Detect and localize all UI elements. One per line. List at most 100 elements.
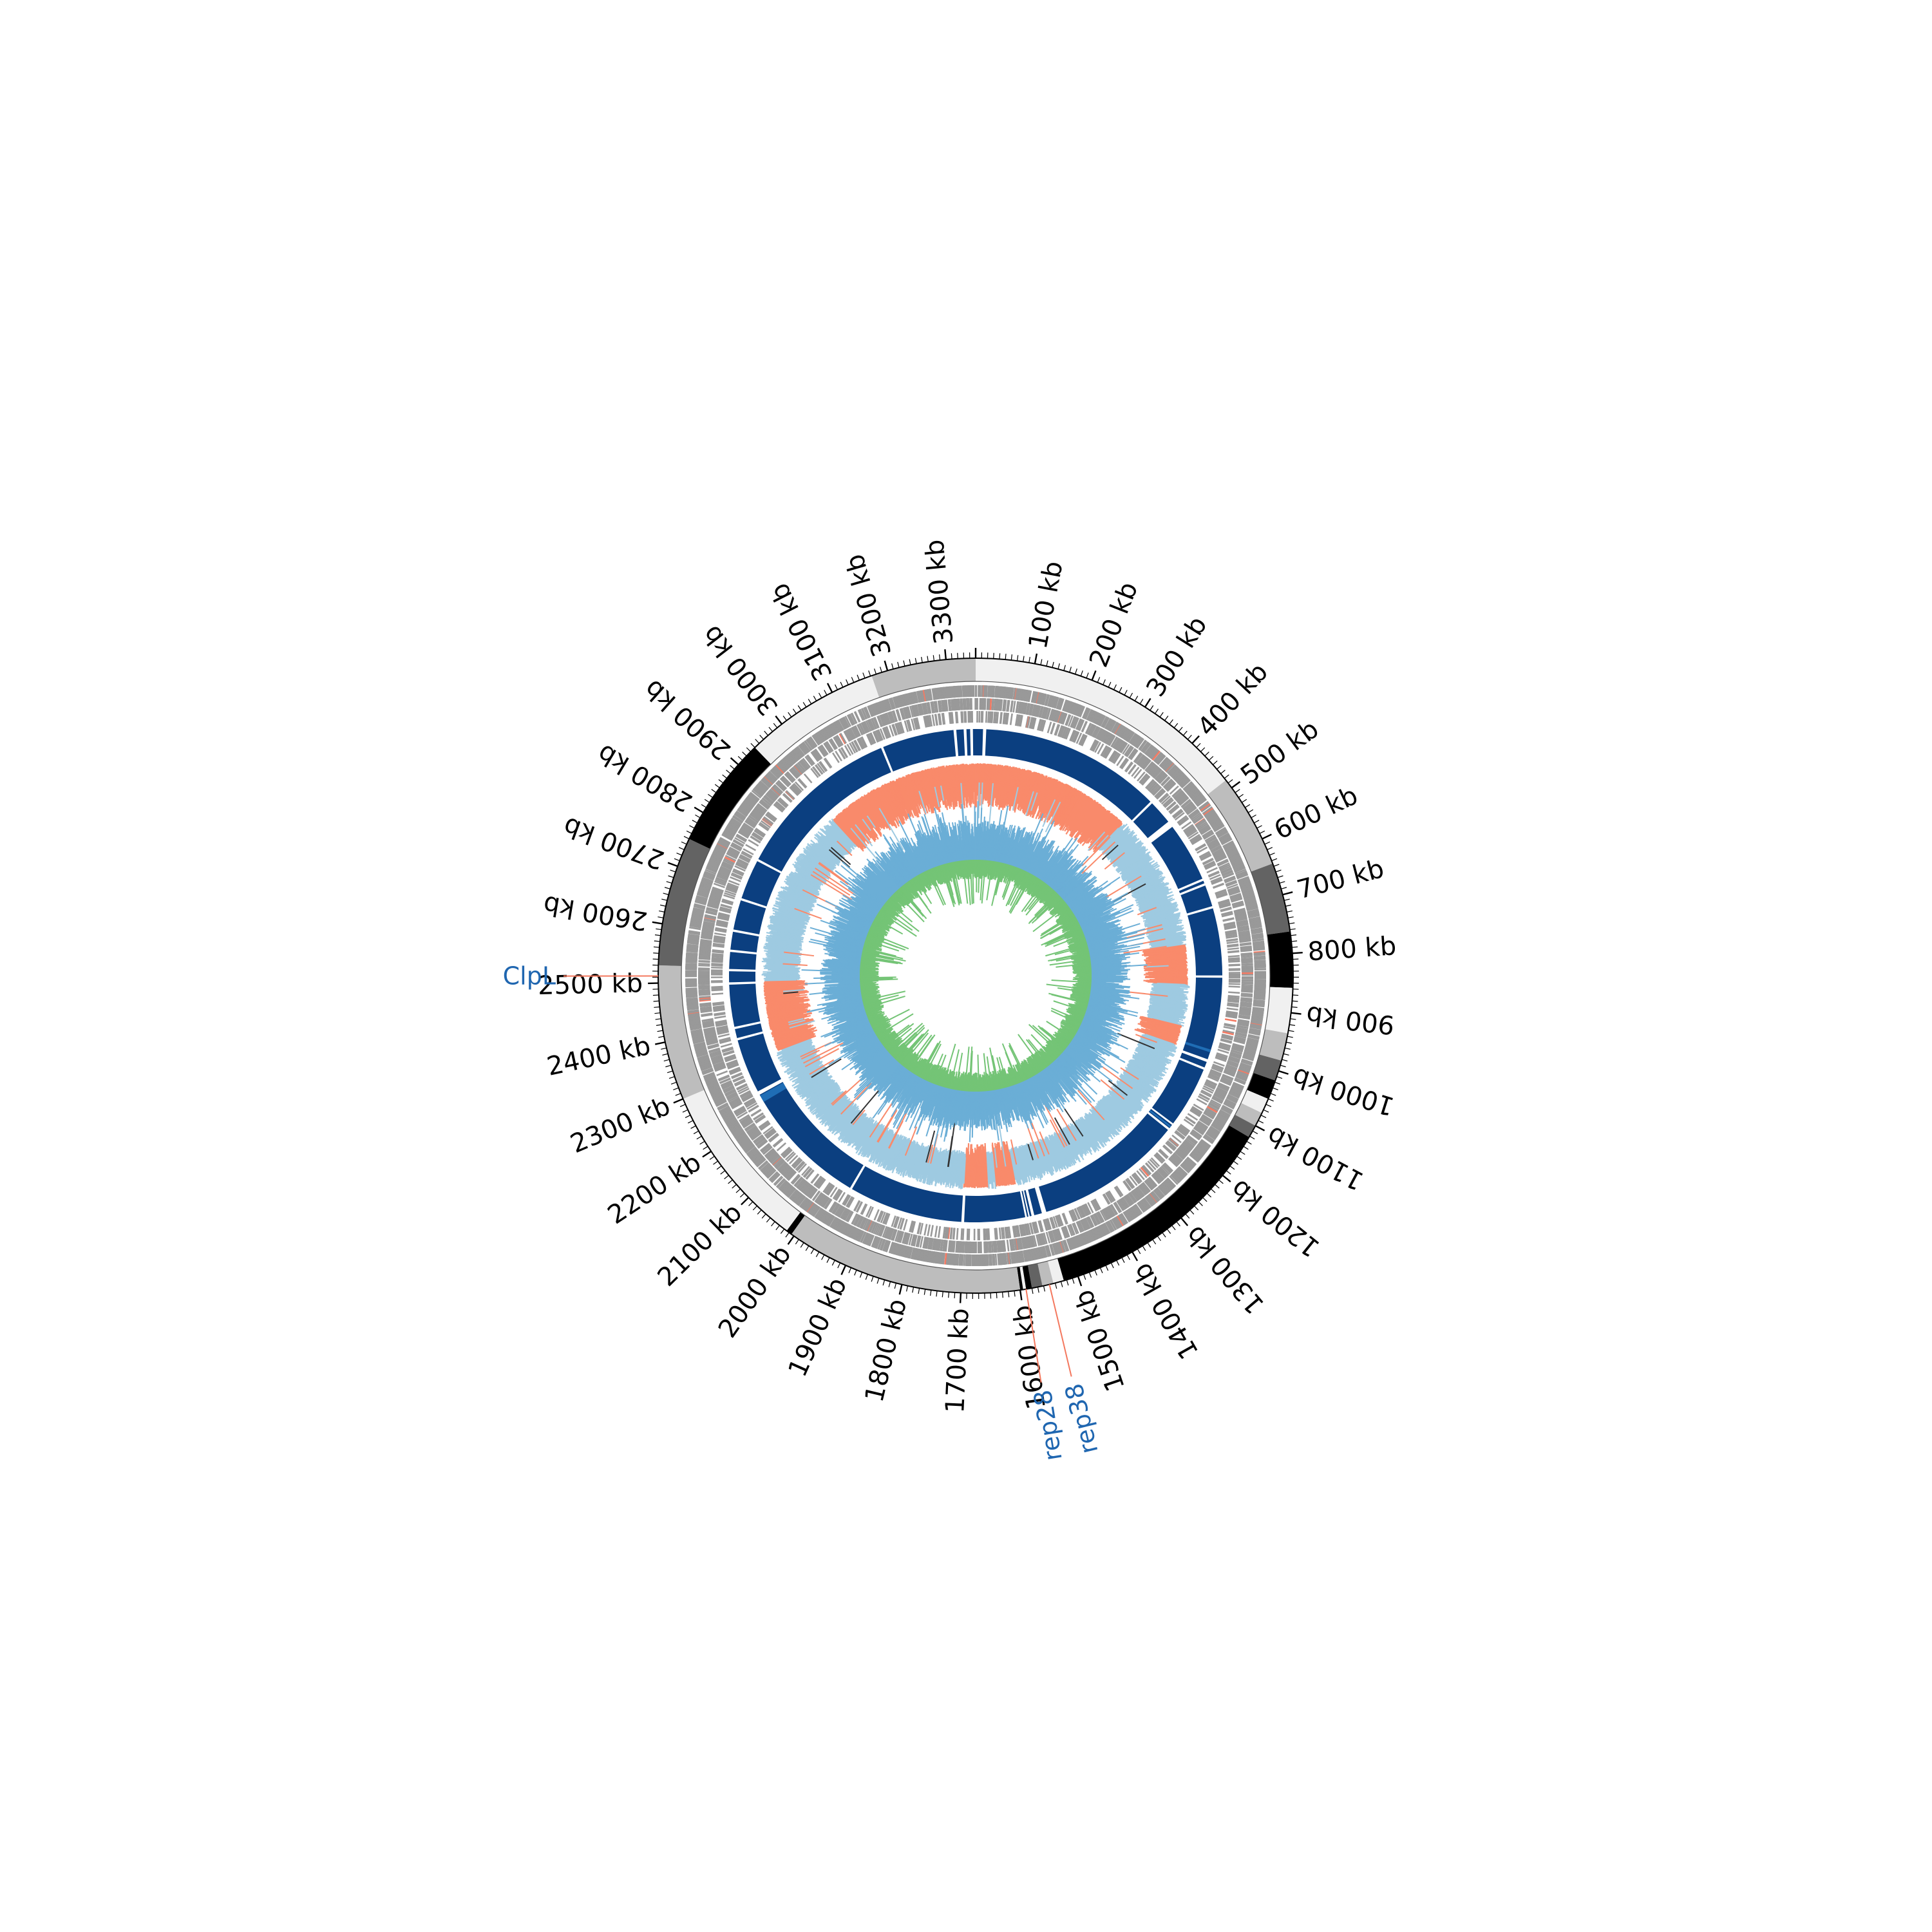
gene-mark <box>1174 1151 1184 1160</box>
gene-mark <box>1045 1245 1051 1257</box>
gene-mark <box>1151 766 1160 777</box>
gene-mark <box>1241 1059 1253 1065</box>
gene-mark <box>1236 1027 1248 1032</box>
gene-mark <box>1050 1217 1056 1229</box>
gene-mark <box>1136 1202 1145 1213</box>
minor-tick <box>1072 1278 1075 1284</box>
gene-mark <box>1166 763 1175 773</box>
minor-tick <box>724 1175 730 1180</box>
gene-mark <box>1122 744 1130 755</box>
minor-tick <box>708 793 714 798</box>
gene-mark <box>1166 782 1177 792</box>
gene-mark <box>1210 876 1222 883</box>
minor-tick <box>1031 1288 1034 1294</box>
gene-mark <box>1222 918 1235 922</box>
gene-mark <box>1039 706 1045 718</box>
gene-mark <box>1090 1215 1097 1227</box>
gene-mark <box>1103 1193 1111 1204</box>
gene-mark <box>1111 722 1119 734</box>
gene-mark <box>1222 1029 1235 1034</box>
gene-mark <box>1199 1140 1210 1149</box>
minor-tick <box>1213 760 1218 765</box>
gene-mark <box>963 1254 966 1266</box>
gene-mark <box>1077 1220 1084 1233</box>
gene-mark <box>1182 1162 1192 1171</box>
minor-tick <box>1233 1160 1238 1165</box>
gene-mark <box>1221 911 1233 916</box>
minor-tick <box>954 1292 956 1298</box>
gene-mark <box>1224 922 1236 927</box>
gene-mark <box>1088 724 1095 735</box>
gene-mark <box>1239 940 1251 943</box>
gene-mark <box>1177 1127 1188 1136</box>
gene-mark <box>1222 1074 1233 1081</box>
minor-tick <box>654 1012 661 1014</box>
minor-tick <box>1256 825 1262 829</box>
gene-mark <box>1192 815 1204 824</box>
gene-mark <box>1059 712 1065 724</box>
gene-mark <box>1144 761 1153 772</box>
gene-mark <box>1200 828 1211 835</box>
gene-mark <box>1231 1048 1243 1053</box>
minor-tick <box>1227 779 1233 784</box>
gene-mark <box>1202 1113 1213 1122</box>
minor-tick <box>942 1291 943 1298</box>
outer-segment <box>1253 1054 1282 1081</box>
gene-mark <box>1141 775 1150 785</box>
gene-mark <box>1116 1200 1124 1211</box>
minor-tick <box>1226 1170 1231 1175</box>
minor-tick <box>815 1251 820 1257</box>
minor-tick <box>1046 660 1048 667</box>
gene-mark <box>1157 772 1166 782</box>
gene-mark <box>1055 724 1061 736</box>
gene-mark <box>1195 797 1206 806</box>
gene-mark <box>1253 996 1265 999</box>
gene-mark <box>1016 701 1019 714</box>
gene-mark <box>1027 703 1031 715</box>
gene-mark <box>1247 909 1259 914</box>
gene-mark <box>1186 806 1197 815</box>
major-tick <box>1034 653 1038 664</box>
gene-mark <box>1191 837 1203 846</box>
gene-mark <box>1125 1179 1133 1189</box>
gene-mark <box>1101 716 1108 728</box>
gene-mark <box>1189 1132 1200 1141</box>
gene-mark <box>1221 913 1233 918</box>
gene-mark <box>1056 711 1061 723</box>
minor-tick <box>1247 809 1254 813</box>
gene-mark <box>1078 1220 1084 1232</box>
gene-mark <box>1202 831 1214 839</box>
gene-mark <box>1220 1078 1232 1084</box>
gene-mark <box>1253 998 1265 1001</box>
gene-mark <box>711 967 723 969</box>
gene-mark <box>1021 702 1026 714</box>
gene-mark <box>1225 880 1237 886</box>
gene-mark <box>1007 700 1010 712</box>
major-tick <box>787 1235 795 1245</box>
gene-mark <box>1215 826 1226 835</box>
gene-mark <box>1017 714 1021 726</box>
gene-mark <box>1146 745 1155 756</box>
gene-mark <box>1254 966 1266 969</box>
gene-mark <box>1023 703 1028 715</box>
minor-tick <box>709 1155 715 1160</box>
gene-mark <box>1150 765 1159 776</box>
gene-mark <box>1043 1219 1048 1231</box>
minor-tick <box>1113 684 1117 690</box>
gene-mark <box>1168 765 1178 775</box>
minor-tick <box>685 1115 691 1119</box>
gene-mark <box>1084 1204 1091 1215</box>
gene-mark <box>1252 1009 1264 1012</box>
gene-mark <box>1099 730 1106 741</box>
gene-mark <box>1217 831 1229 838</box>
gene-mark <box>1126 1178 1135 1189</box>
gene-mark <box>1185 827 1197 836</box>
gene-mark <box>1225 932 1237 936</box>
gene-mark <box>1174 1131 1185 1140</box>
gene-mark <box>1194 1125 1206 1134</box>
gene-mark <box>1137 755 1146 766</box>
minor-tick <box>854 1269 857 1276</box>
gene-mark <box>1126 1177 1135 1188</box>
tick-label: 600 kb <box>1270 781 1363 846</box>
gene-mark <box>1140 1166 1150 1177</box>
